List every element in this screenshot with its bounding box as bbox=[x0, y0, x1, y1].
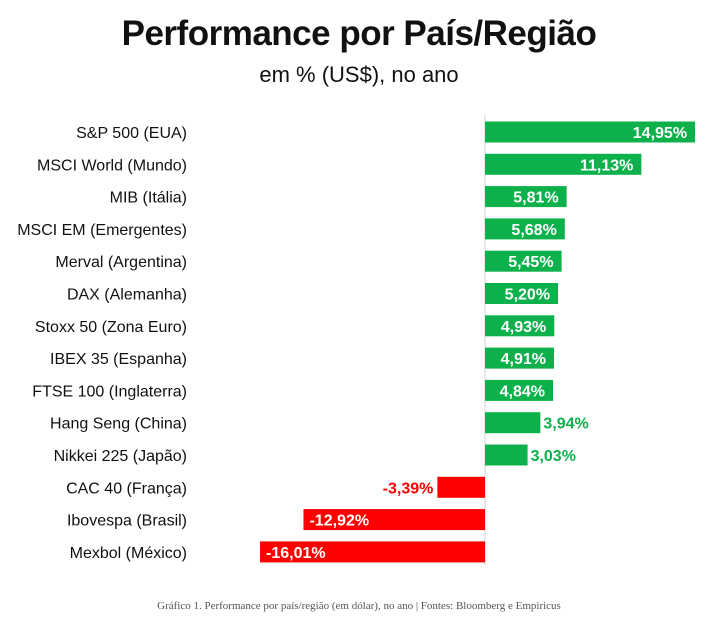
bar-chart: S&P 500 (EUA) 14,95% MSCI World (Mundo) 11,… bbox=[17, 115, 696, 565]
positive-bar bbox=[485, 444, 528, 466]
category-label: MIB (Itália) bbox=[110, 190, 187, 207]
category-label: DAX (Alemanha) bbox=[67, 287, 187, 304]
value-label: 5,20% bbox=[505, 287, 550, 304]
positive-bar bbox=[485, 283, 559, 304]
category-label: MSCI EM (Emergentes) bbox=[17, 222, 187, 239]
value-label: 5,45% bbox=[508, 254, 553, 271]
category-label: Merval (Argentina) bbox=[55, 254, 187, 271]
category-label: Nikkei 225 (Japão) bbox=[54, 448, 187, 465]
value-label: 4,93% bbox=[501, 319, 546, 336]
positive-bar bbox=[485, 315, 555, 337]
positive-bar bbox=[485, 412, 541, 434]
category-label: Stoxx 50 (Zona Euro) bbox=[35, 319, 187, 336]
positive-bar bbox=[485, 347, 554, 369]
positive-bar bbox=[485, 153, 642, 175]
category-label: S&P 500 (EUA) bbox=[76, 125, 187, 142]
negative-bar bbox=[437, 476, 485, 498]
category-label: Ibovespa (Brasil) bbox=[67, 513, 187, 530]
positive-bar bbox=[485, 186, 567, 208]
category-label: MSCI World (Mundo) bbox=[37, 157, 187, 174]
category-label: FTSE 100 (Inglaterra) bbox=[32, 383, 187, 400]
value-label: 11,13% bbox=[580, 157, 633, 174]
chart-title: Performance por País/Região bbox=[121, 14, 597, 53]
category-label: IBEX 35 (Espanha) bbox=[50, 351, 187, 368]
negative-bar bbox=[260, 541, 485, 563]
value-label: -3,39% bbox=[383, 480, 434, 497]
category-label: Hang Seng (China) bbox=[50, 416, 187, 433]
category-label: CAC 40 (França) bbox=[66, 480, 187, 497]
negative-bar bbox=[303, 509, 485, 531]
chart-subtitle: em % (US$), no ano bbox=[259, 62, 459, 87]
value-label: -12,92% bbox=[309, 513, 369, 530]
value-label: 4,91% bbox=[501, 351, 546, 368]
value-label: -16,01% bbox=[266, 545, 326, 562]
category-label: Mexbol (México) bbox=[70, 545, 187, 562]
value-label: 14,95% bbox=[633, 125, 687, 142]
positive-bar bbox=[485, 121, 696, 143]
positive-bar bbox=[485, 218, 565, 240]
value-label: 4,84% bbox=[500, 383, 545, 400]
value-label: 5,68% bbox=[511, 222, 556, 239]
value-label: 3,03% bbox=[531, 448, 576, 465]
positive-bar bbox=[485, 379, 554, 401]
value-label: 5,81% bbox=[513, 190, 558, 207]
chart-caption: Gráfico 1. Performance por país/região (… bbox=[157, 600, 561, 612]
positive-bar bbox=[485, 250, 562, 272]
value-label: 3,94% bbox=[543, 416, 588, 433]
